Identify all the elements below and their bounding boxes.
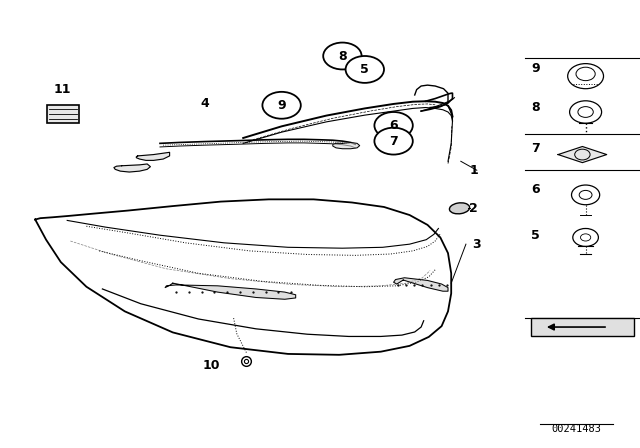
Circle shape: [374, 128, 413, 155]
Bar: [531, 318, 634, 336]
Circle shape: [323, 43, 362, 69]
Text: 7: 7: [531, 142, 540, 155]
Text: 7: 7: [389, 134, 398, 148]
Text: 6: 6: [531, 182, 540, 196]
Text: 5: 5: [531, 228, 540, 242]
Polygon shape: [114, 164, 150, 172]
Text: 5: 5: [360, 63, 369, 76]
Polygon shape: [394, 278, 448, 291]
Text: 8: 8: [338, 49, 347, 63]
Text: 3: 3: [472, 237, 481, 251]
Circle shape: [262, 92, 301, 119]
Text: 00241483: 00241483: [551, 424, 601, 434]
Ellipse shape: [449, 203, 470, 214]
Text: 6: 6: [389, 119, 398, 132]
Text: 9: 9: [531, 62, 540, 75]
Polygon shape: [165, 283, 296, 299]
Circle shape: [374, 112, 413, 139]
Circle shape: [346, 56, 384, 83]
Polygon shape: [558, 146, 607, 163]
Text: 8: 8: [531, 101, 540, 114]
Text: 2: 2: [469, 202, 478, 215]
Polygon shape: [333, 142, 360, 149]
Text: 11: 11: [54, 83, 72, 96]
Polygon shape: [136, 152, 170, 160]
Text: 9: 9: [277, 99, 286, 112]
Text: 10: 10: [202, 358, 220, 372]
Bar: [47, 105, 79, 123]
Text: 1: 1: [469, 164, 478, 177]
Text: 4: 4: [200, 96, 209, 110]
